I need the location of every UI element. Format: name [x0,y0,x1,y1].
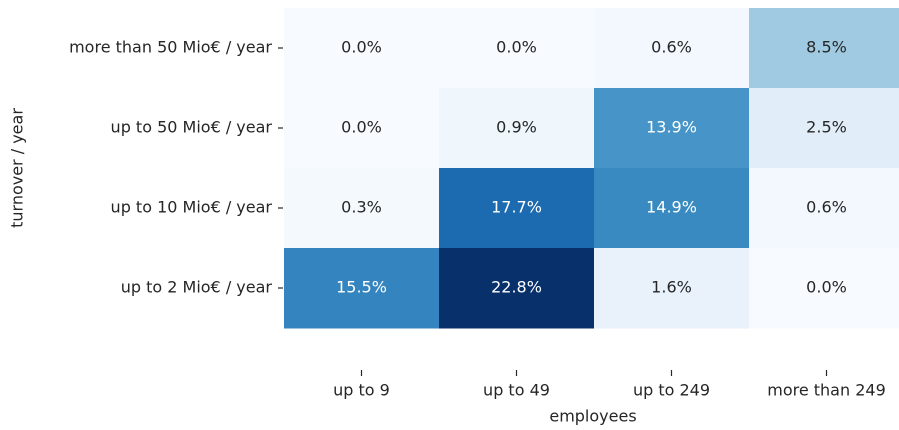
y-tick-label: up to 10 Mio€ / year [111,198,273,217]
heatmap-cell [594,8,750,89]
cell-label: 0.3% [341,198,382,217]
cell-label: 0.0% [806,278,847,297]
cell-label: 17.7% [491,198,542,217]
heatmap-cell [749,168,899,249]
heatmap-cell [284,88,440,169]
cell-label: 13.9% [646,118,697,137]
heatmap-cell [594,248,750,329]
y-tick-label: more than 50 Mio€ / year [69,38,272,57]
y-tick-label: up to 50 Mio€ / year [111,118,273,137]
heatmap-cell [594,88,750,169]
cell-label: 0.0% [341,38,382,57]
cell-label: 14.9% [646,198,697,217]
cell-label: 1.6% [651,278,692,297]
cell-label: 0.9% [496,118,537,137]
x-axis-label: employees [549,407,636,426]
x-tick-label: up to 249 [633,381,710,400]
cell-label: 0.6% [651,38,692,57]
cell-label: 8.5% [806,38,847,57]
heatmap-cell [284,168,440,249]
cell-label: 22.8% [491,278,542,297]
cell-label: 0.0% [496,38,537,57]
heatmap-cell [439,168,595,249]
x-tick-label: more than 249 [767,381,886,400]
x-tick-label: up to 9 [333,381,390,400]
heatmap-cell [284,8,440,89]
y-axis-label: turnover / year [8,108,27,228]
heatmap-cell [594,168,750,249]
heatmap-cell [749,248,899,329]
heatmap-cell [749,88,899,169]
heatmap-cell [284,248,440,329]
heatmap-cell [439,8,595,89]
cell-label: 0.6% [806,198,847,217]
heatmap-cell [439,88,595,169]
y-tick-label: up to 2 Mio€ / year [121,278,273,297]
heatmap-cell [439,248,595,329]
heatmap-cell [749,8,899,89]
cell-label: 0.0% [341,118,382,137]
x-tick-label: up to 49 [483,381,550,400]
cell-label: 15.5% [336,278,387,297]
cell-label: 2.5% [806,118,847,137]
